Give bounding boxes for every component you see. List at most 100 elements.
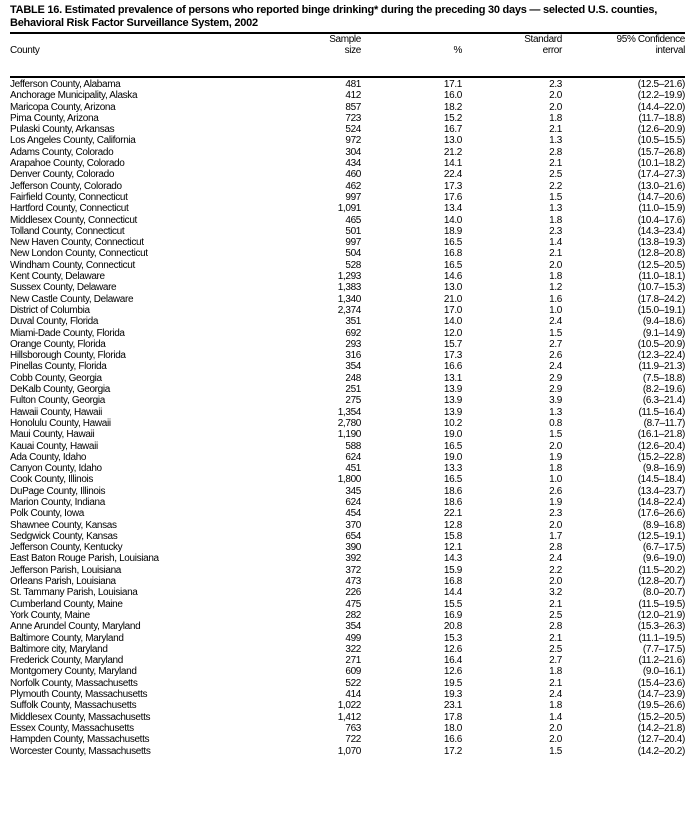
cell-county: Tolland County, Connecticut bbox=[10, 225, 125, 237]
table-row: Baltimore city, Maryland 322 12.6 2.5 (7.7–1… bbox=[10, 644, 685, 655]
cell-standard-error: 2.1 bbox=[549, 248, 562, 260]
cell-county: New London County, Connecticut bbox=[10, 248, 148, 260]
cell-confidence-interval: (14.7–23.9) bbox=[637, 689, 686, 701]
cell-sample-size: 2,374 bbox=[337, 304, 362, 316]
cell-confidence-interval: (9.6–19.0) bbox=[642, 553, 685, 565]
cell-sample-size: 354 bbox=[345, 361, 361, 373]
cell-standard-error: 2.2 bbox=[549, 180, 562, 192]
cell-confidence-interval: (14.8–22.4) bbox=[637, 496, 686, 508]
cell-percent: 16.6 bbox=[443, 361, 462, 373]
cell-sample-size: 1,354 bbox=[337, 406, 362, 418]
cell-standard-error: 2.0 bbox=[549, 576, 562, 588]
cell-percent: 16.5 bbox=[443, 440, 462, 452]
cell-standard-error: 2.4 bbox=[549, 316, 562, 328]
cell-county: Fairfield County, Connecticut bbox=[10, 191, 128, 203]
cell-confidence-interval: (12.2–19.9) bbox=[637, 90, 686, 102]
cell-county: York County, Maine bbox=[10, 609, 90, 621]
cell-sample-size: 624 bbox=[345, 451, 361, 463]
cell-sample-size: 522 bbox=[345, 677, 361, 689]
cell-county: Denver County, Colorado bbox=[10, 169, 115, 181]
cell-confidence-interval: (14.3–23.4) bbox=[637, 225, 686, 237]
cell-confidence-interval: (12.8–20.8) bbox=[637, 248, 686, 260]
cell-sample-size: 451 bbox=[345, 463, 361, 475]
cell-percent: 14.6 bbox=[443, 271, 462, 283]
table-row: Pima County, Arizona 723 15.2 1.8 (11.7–18.8… bbox=[10, 113, 685, 124]
cell-confidence-interval: (14.2–20.2) bbox=[637, 745, 686, 757]
cell-confidence-interval: (14.5–18.4) bbox=[637, 474, 686, 486]
cell-county: St. Tammany Parish, Louisiana bbox=[10, 587, 138, 599]
cell-county: District of Columbia bbox=[10, 304, 90, 316]
cell-percent: 13.0 bbox=[443, 282, 462, 294]
table-row: Middlesex County, Connecticut 465 14.0 1.8 (… bbox=[10, 215, 685, 226]
cell-percent: 16.5 bbox=[443, 259, 462, 271]
cell-confidence-interval: (12.3–22.4) bbox=[637, 350, 686, 362]
cell-county: Shawnee County, Kansas bbox=[10, 519, 117, 531]
header-line: 95% Confidence bbox=[616, 34, 686, 45]
table-row: Pulaski County, Arkansas 524 16.7 2.1 (12.6–… bbox=[10, 124, 685, 135]
cell-confidence-interval: (11.9–21.3) bbox=[638, 361, 685, 373]
cell-sample-size: 528 bbox=[345, 259, 361, 271]
cell-sample-size: 2,780 bbox=[337, 417, 362, 429]
table-row: Los Angeles County, California 972 13.0 1.3… bbox=[10, 135, 685, 146]
cell-standard-error: 2.0 bbox=[549, 90, 562, 102]
cell-percent: 19.5 bbox=[443, 677, 462, 689]
cell-confidence-interval: (17.6–26.6) bbox=[637, 508, 686, 520]
cell-sample-size: 351 bbox=[345, 316, 361, 328]
cell-county: Pima County, Arizona bbox=[10, 112, 99, 124]
cell-county: Plymouth County, Massachusetts bbox=[10, 689, 148, 701]
cell-county: Hampden County, Massachusetts bbox=[10, 734, 150, 746]
cell-percent: 17.0 bbox=[443, 304, 462, 316]
cell-confidence-interval: (15.2–20.5) bbox=[637, 711, 686, 723]
cell-percent: 13.9 bbox=[443, 384, 462, 396]
cell-standard-error: 2.1 bbox=[549, 677, 562, 689]
table-row: Kent County, Delaware 1,293 14.6 1.8 (11.0–1… bbox=[10, 271, 685, 282]
cell-percent: 12.1 bbox=[443, 542, 462, 554]
cell-standard-error: 1.3 bbox=[549, 135, 562, 147]
cell-confidence-interval: (15.0–19.1) bbox=[637, 304, 686, 316]
cell-county: Suffolk County, Massachusetts bbox=[10, 700, 137, 712]
header-county: County bbox=[10, 34, 260, 56]
table-row: Marion County, Indiana 624 18.6 1.9 (14.8–22… bbox=[10, 497, 685, 508]
cell-confidence-interval: (8.7–11.7) bbox=[643, 417, 686, 429]
cell-percent: 21.0 bbox=[443, 293, 462, 305]
header-line: interval bbox=[655, 45, 686, 56]
cell-percent: 17.3 bbox=[443, 180, 462, 192]
cell-county: Sedgwick County, Kansas bbox=[10, 530, 118, 542]
table-row: Duval County, Florida 351 14.0 2.4 (9.4–18.6… bbox=[10, 316, 685, 327]
cell-percent: 16.8 bbox=[443, 576, 462, 588]
cell-county: Jefferson County, Colorado bbox=[10, 180, 122, 192]
table-row: Denver County, Colorado 460 22.4 2.5 (17.4–2… bbox=[10, 169, 685, 180]
cell-county: Baltimore County, Maryland bbox=[10, 632, 124, 644]
cell-sample-size: 609 bbox=[345, 666, 361, 678]
cell-sample-size: 475 bbox=[345, 598, 361, 610]
table-row: Maui County, Hawaii 1,190 19.0 1.5 (16.1–21.… bbox=[10, 429, 685, 440]
cell-confidence-interval: (9.8–16.9) bbox=[642, 463, 685, 475]
table-row: Fairfield County, Connecticut 997 17.6 1.5 (… bbox=[10, 192, 685, 203]
cell-confidence-interval: (17.4–27.3) bbox=[637, 169, 686, 181]
cell-county: Pinellas County, Florida bbox=[10, 361, 107, 373]
cell-percent: 17.6 bbox=[443, 191, 462, 203]
cell-county: Kent County, Delaware bbox=[10, 271, 105, 283]
table-row: Kauai County, Hawaii 588 16.5 2.0 (12.6–20.4… bbox=[10, 441, 685, 452]
table-row: Sedgwick County, Kansas 654 15.8 1.7 (12.5–1… bbox=[10, 531, 685, 542]
cell-county: Middlesex County, Massachusetts bbox=[10, 711, 151, 723]
cell-sample-size: 390 bbox=[345, 542, 361, 554]
cell-county: Worcester County, Massachusetts bbox=[10, 745, 151, 757]
cell-county: Frederick County, Maryland bbox=[10, 655, 123, 667]
table-row: Jefferson County, Alabama 481 17.1 2.3 (12.5… bbox=[10, 78, 685, 90]
cell-percent: 16.4 bbox=[443, 655, 462, 667]
cell-county: Montgomery County, Maryland bbox=[10, 666, 137, 678]
cell-standard-error: 2.8 bbox=[549, 621, 562, 633]
cell-confidence-interval: (16.1–21.8) bbox=[637, 429, 686, 441]
cell-sample-size: 763 bbox=[345, 722, 361, 734]
cell-standard-error: 2.0 bbox=[549, 519, 562, 531]
cell-sample-size: 354 bbox=[345, 621, 361, 633]
table-row: Windham County, Connecticut 528 16.5 2.0 (12… bbox=[10, 260, 685, 271]
cell-confidence-interval: (13.4–23.7) bbox=[637, 485, 686, 497]
cell-standard-error: 1.4 bbox=[549, 711, 562, 723]
cell-percent: 13.9 bbox=[443, 406, 462, 418]
table-row: District of Columbia 2,374 17.0 1.0 (15.0–19… bbox=[10, 305, 685, 316]
table-row: Hillsborough County, Florida 316 17.3 2.6 (1… bbox=[10, 350, 685, 361]
cell-percent: 13.4 bbox=[443, 203, 462, 215]
cell-sample-size: 462 bbox=[345, 180, 361, 192]
